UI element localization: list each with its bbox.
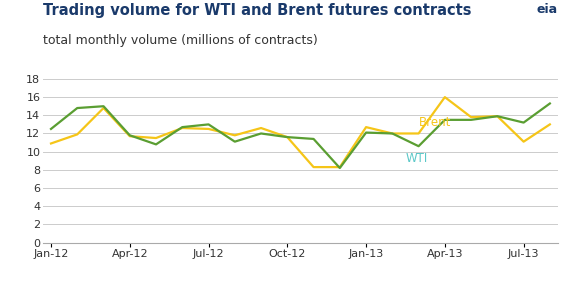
Text: Trading volume for WTI and Brent futures contracts: Trading volume for WTI and Brent futures… [43, 3, 472, 18]
Text: total monthly volume (millions of contracts): total monthly volume (millions of contra… [43, 34, 318, 47]
Text: eia: eia [536, 3, 558, 16]
Text: Brent: Brent [419, 116, 451, 129]
Text: WTI: WTI [405, 152, 428, 165]
